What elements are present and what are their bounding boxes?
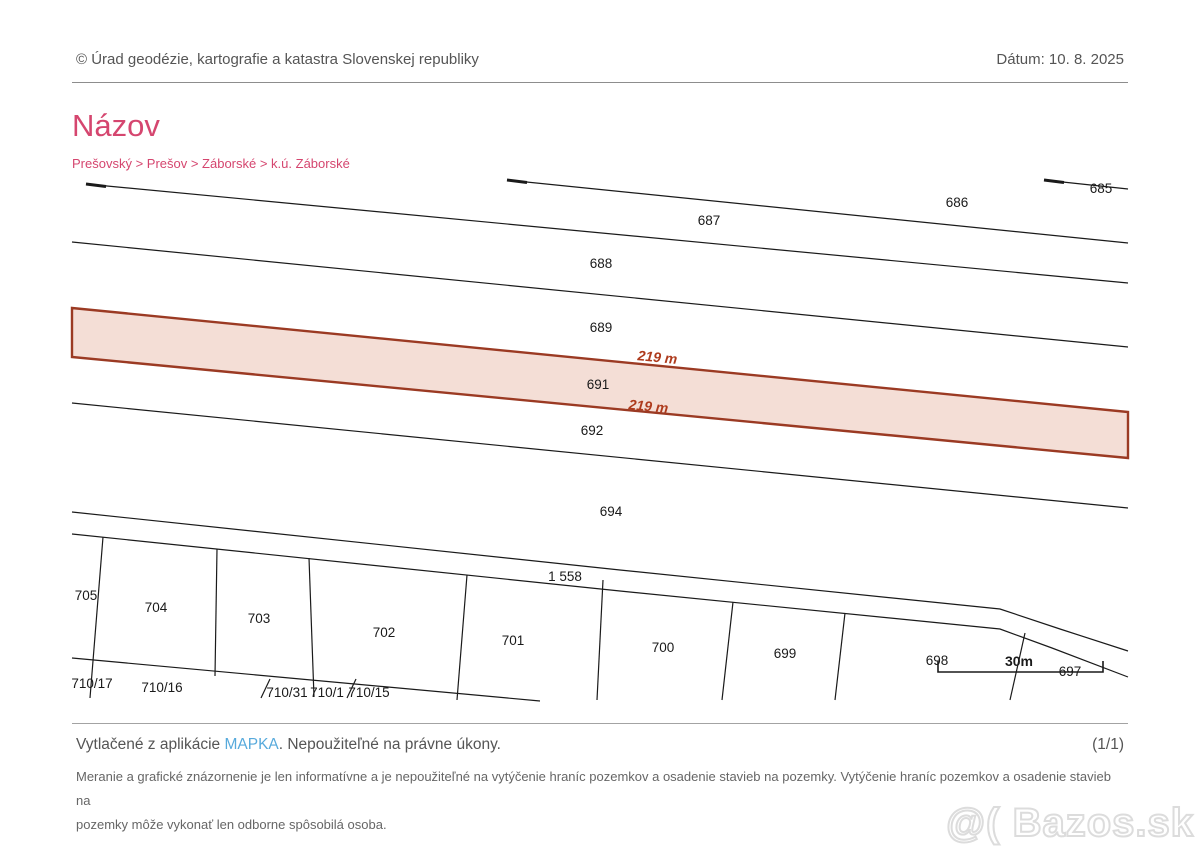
parcel-label-705: 705	[75, 588, 98, 603]
boundary-hook-686	[506, 178, 528, 184]
parcel-label-710-16: 710/16	[141, 680, 182, 695]
footer-divider	[72, 723, 1128, 724]
boundary-line-710	[71, 657, 541, 702]
measure-label-bottom: 219 m	[627, 396, 669, 416]
parcel-label-697: 697	[1059, 664, 1082, 679]
boundary-line-687-688	[85, 183, 1129, 284]
boundary-hook-685	[1043, 178, 1065, 184]
parcel-label-689: 689	[590, 320, 613, 335]
road-lower-boundary	[71, 533, 1129, 678]
parcel-label-710-1: 710/1	[310, 685, 344, 700]
bazos-watermark: @( Bazos.sk	[945, 800, 1194, 846]
divider-702-701	[456, 574, 468, 701]
boundary-line-692-694	[71, 402, 1129, 509]
parcel-label-694: 694	[600, 504, 623, 519]
page-title: Názov	[72, 108, 160, 143]
cadastral-map: 685 686 687 688 689 691 692 694 1 558 70…	[70, 178, 1130, 702]
disclaimer-line-1: Meranie a grafické znázornenie je len in…	[76, 769, 1111, 808]
parcel-label-710-15: 710/15	[348, 685, 389, 700]
disclaimer-line-2: pozemky môže vykonať len odborne spôsobi…	[76, 817, 387, 832]
parcel-label-691: 691	[587, 377, 610, 392]
scale-bar	[937, 661, 1104, 673]
parcel-label-698: 698	[926, 653, 949, 668]
divider-701-700	[596, 579, 604, 701]
legal-disclaimer: Meranie a grafické znázornenie je len in…	[76, 765, 1120, 837]
parcel-label-700: 700	[652, 640, 675, 655]
mapka-link[interactable]: MAPKA	[224, 736, 279, 753]
road-upper-boundary	[71, 511, 1129, 652]
parcel-label-702: 702	[373, 625, 396, 640]
page-indicator: (1/1)	[1092, 736, 1124, 753]
parcel-label-685: 685	[1090, 181, 1113, 196]
breadcrumb[interactable]: Prešovský > Prešov > Záborské > k.ú. Záb…	[72, 156, 350, 171]
printed-from-note: Vytlačené z aplikácie MAPKA. Nepoužiteľn…	[76, 736, 501, 754]
divider-705-704	[89, 536, 104, 699]
stub-710-31	[260, 678, 271, 699]
divider-703-702	[308, 557, 315, 698]
divider-704-703	[214, 548, 218, 677]
parcel-label-699: 699	[774, 646, 797, 661]
parcel-label-701: 701	[502, 633, 525, 648]
parcel-label-688: 688	[590, 256, 613, 271]
printed-suffix: . Nepoužiteľné na právne úkony.	[278, 736, 501, 753]
divider-698-697	[1009, 632, 1026, 701]
measure-label-top: 219 m	[636, 347, 678, 367]
parcel-label-710-17: 710/17	[71, 676, 112, 691]
stub-710-15	[346, 678, 357, 699]
boundary-line-688-689	[71, 241, 1129, 348]
divider-700-699	[721, 601, 734, 701]
scale-label: 30m	[1005, 653, 1033, 669]
parcel-label-704: 704	[145, 600, 168, 615]
boundary-hook-687	[85, 182, 107, 188]
highlighted-parcel-691	[70, 306, 1130, 460]
parcel-label-710-31: 710/31	[266, 685, 307, 700]
divider-699-698	[834, 612, 846, 701]
printed-prefix: Vytlačené z aplikácie	[76, 736, 225, 753]
parcel-label-686: 686	[946, 195, 969, 210]
header-divider	[72, 82, 1128, 83]
print-date: Dátum: 10. 8. 2025	[996, 51, 1124, 68]
copyright-notice: © Úrad geodézie, kartografie a katastra …	[76, 51, 479, 68]
parcel-label-687: 687	[698, 213, 721, 228]
parcel-label-1558: 1 558	[548, 569, 582, 584]
parcel-label-692: 692	[581, 423, 604, 438]
parcel-label-703: 703	[248, 611, 271, 626]
boundary-line-686-687	[506, 179, 1129, 244]
